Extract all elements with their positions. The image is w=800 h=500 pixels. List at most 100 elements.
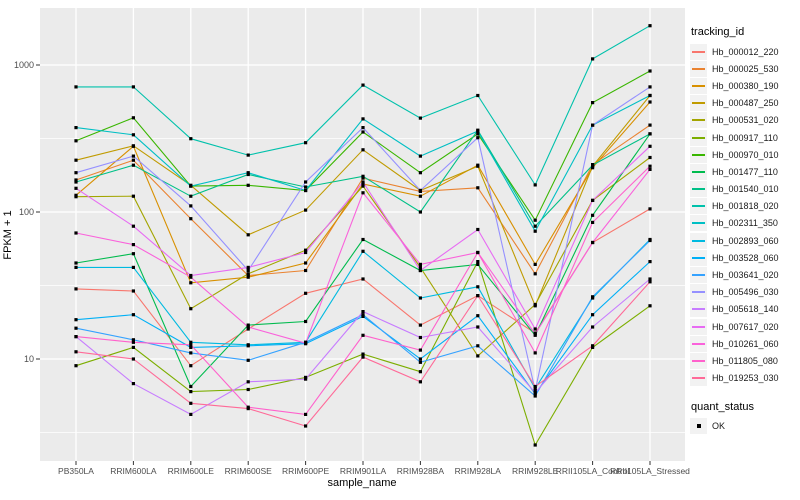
data-point-Hb_000531_020 <box>304 248 308 252</box>
data-point-Hb_003641_020 <box>131 338 135 342</box>
data-point-Hb_007617_020 <box>361 180 365 184</box>
legend-color-line-icon <box>692 239 705 242</box>
legend-key-icon <box>690 215 707 232</box>
data-point-Hb_000970_010 <box>591 101 595 105</box>
data-point-Hb_005496_030 <box>533 389 537 393</box>
legend-entries: Hb_000012_220 Hb_000025_530 Hb_000380_190 H… <box>690 43 798 387</box>
legend-entry-label: Hb_001477_110 <box>712 166 778 177</box>
data-point-Hb_000025_530 <box>74 178 78 182</box>
legend-entry-label: Hb_002893_060 <box>712 235 779 246</box>
data-point-Hb_001477_110 <box>361 237 365 242</box>
data-point-Hb_000025_530 <box>533 272 537 276</box>
legend-entry: Hb_003528_060 <box>690 249 798 266</box>
data-point-Hb_002893_060 <box>189 340 193 344</box>
legend-title-quant-status: quant_status <box>691 400 754 413</box>
legend-entry: Hb_000025_530 <box>690 60 798 77</box>
data-point-Hb_010261_060 <box>361 191 365 195</box>
legend-entry-label: Hb_000012_220 <box>712 46 779 57</box>
data-point-Hb_001540_010 <box>418 210 422 214</box>
data-point-Hb_000487_250 <box>476 164 480 168</box>
data-point-Hb_010261_060 <box>304 341 308 345</box>
legend-key-icon <box>690 352 707 369</box>
data-point-Hb_000012_220 <box>648 207 652 211</box>
legend-entry-label: Hb_011805_080 <box>712 355 778 366</box>
legend-entry: Hb_019253_030 <box>690 370 798 387</box>
data-point-Hb_001818_020 <box>591 57 595 61</box>
data-point-Hb_019253_030 <box>189 401 193 405</box>
data-point-Hb_019253_030 <box>533 384 537 389</box>
legend-key-icon <box>690 163 707 180</box>
data-point-Hb_005496_030 <box>361 126 365 130</box>
data-point-Hb_002311_350 <box>418 154 422 158</box>
legend-entry-label: Hb_005618_140 <box>712 304 779 315</box>
y-axis-title: FPKM + 1 <box>2 210 14 260</box>
data-point-Hb_000917_110 <box>361 352 365 356</box>
legend-quant-status: quant_status OK <box>690 401 798 435</box>
data-point-Hb_010261_060 <box>533 332 537 336</box>
data-point-Hb_001540_010 <box>533 224 537 228</box>
legend-color-line-icon <box>692 291 705 294</box>
data-point-Hb_000025_530 <box>189 217 193 221</box>
data-point-Hb_011805_080 <box>533 351 537 355</box>
data-point-Hb_000531_020 <box>189 307 193 311</box>
data-point-Hb_001818_020 <box>476 93 480 98</box>
data-point-Hb_000917_110 <box>648 304 652 308</box>
legend-color-line-icon <box>692 84 705 87</box>
x-tick-label: PB350LA <box>58 466 94 476</box>
data-point-Hb_002893_060 <box>131 265 135 269</box>
legend-color-line-icon <box>692 325 705 328</box>
legend-key-icon <box>690 181 707 198</box>
legend-entry: Hb_000970_010 <box>690 146 798 163</box>
data-point-Hb_000012_220 <box>74 287 78 291</box>
data-point-Hb_003641_020 <box>533 394 537 398</box>
data-point-Hb_000970_010 <box>476 132 480 136</box>
data-point-Hb_001540_010 <box>74 180 78 184</box>
legend-entry: Hb_007617_020 <box>690 318 798 335</box>
data-point-Hb_000531_020 <box>246 272 250 276</box>
data-point-Hb_000531_020 <box>533 302 537 307</box>
legend-color-line-icon <box>692 256 705 259</box>
data-point-Hb_000380_190 <box>246 275 250 279</box>
data-point-Hb_000917_110 <box>476 260 480 264</box>
legend-key-icon <box>690 146 707 163</box>
data-point-Hb_002893_060 <box>361 249 365 253</box>
data-point-Hb_005618_140 <box>131 382 135 386</box>
data-point-Hb_000970_010 <box>246 183 250 187</box>
data-point-Hb_010261_060 <box>648 167 652 171</box>
legend-color-line-icon <box>692 222 705 225</box>
y-tick-label: 100 <box>18 207 34 217</box>
legend-key-icon <box>690 43 707 60</box>
legend-key-icon <box>690 232 707 249</box>
data-point-Hb_005618_140 <box>418 335 422 340</box>
data-point-Hb_000012_220 <box>246 327 250 331</box>
data-point-Hb_011805_080 <box>591 220 595 224</box>
legend-entry: Hb_000531_020 <box>690 112 798 129</box>
data-point-Hb_002311_350 <box>476 129 480 133</box>
legend-entry-label: Hb_019253_030 <box>712 373 779 384</box>
x-tick-label: RRIM928LA <box>454 466 501 476</box>
data-point-Hb_001477_110 <box>591 213 595 217</box>
legend-color-line-icon <box>692 205 705 208</box>
legend-entry: Hb_001477_110 <box>690 163 798 180</box>
legend-key-icon <box>690 95 707 112</box>
data-point-Hb_000917_110 <box>418 370 422 374</box>
data-point-Hb_000025_530 <box>304 268 308 273</box>
quant-status-key-icon <box>690 418 707 435</box>
data-point-Hb_011805_080 <box>189 343 193 347</box>
data-point-Hb_000380_190 <box>648 100 652 104</box>
data-point-Hb_000012_220 <box>418 323 422 327</box>
data-point-Hb_000487_250 <box>131 144 135 148</box>
data-point-Hb_000380_190 <box>533 262 537 266</box>
data-point-Hb_019253_030 <box>361 355 365 359</box>
legend-entry: Hb_010261_060 <box>690 335 798 352</box>
data-point-Hb_019253_030 <box>74 350 78 354</box>
data-point-Hb_019253_030 <box>418 380 422 384</box>
data-point-Hb_003528_060 <box>591 313 595 317</box>
data-point-Hb_000917_110 <box>304 375 308 379</box>
data-point-Hb_003528_060 <box>476 314 480 318</box>
data-point-Hb_000970_010 <box>131 116 135 120</box>
data-point-Hb_001540_010 <box>246 172 250 177</box>
data-point-Hb_001540_010 <box>361 174 365 178</box>
